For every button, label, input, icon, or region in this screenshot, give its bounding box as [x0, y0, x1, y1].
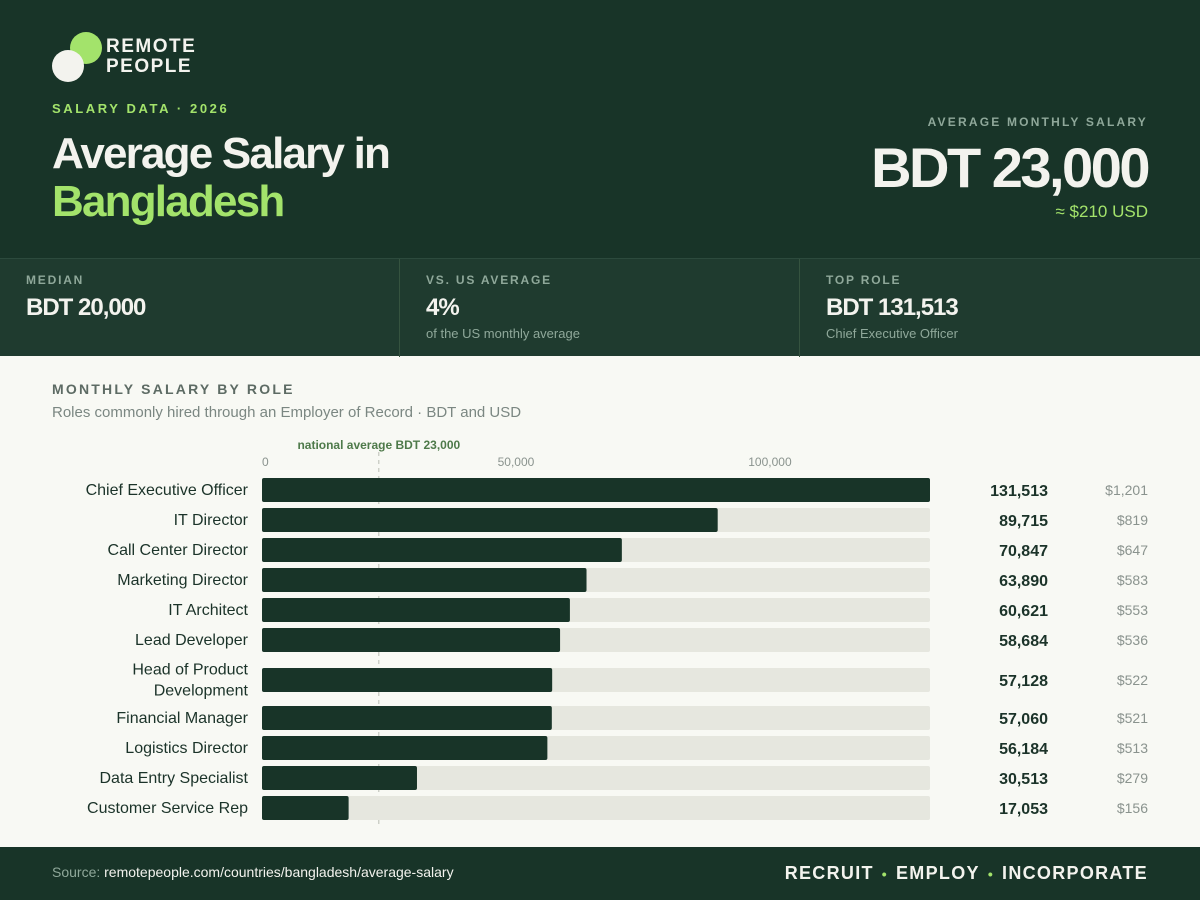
- avg-salary-usd: ≈ $210 USD: [1055, 202, 1149, 221]
- source-label: Source:: [52, 864, 101, 880]
- bar: [262, 668, 553, 692]
- bar: [262, 478, 930, 502]
- bar-track: [262, 766, 930, 790]
- reference-line-label: national average BDT 23,000: [297, 438, 460, 452]
- role-label: Development: [154, 683, 249, 700]
- source-link[interactable]: remotepeople.com/countries/bangladesh/av…: [104, 864, 454, 880]
- stat-sub: of the US monthly average: [426, 326, 580, 341]
- usd-label: $536: [1117, 632, 1148, 648]
- usd-label: $521: [1117, 710, 1148, 726]
- value-label: 89,715: [999, 513, 1048, 530]
- x-tick-label: 100,000: [748, 455, 792, 469]
- tagline-incorporate: INCORPORATE: [1002, 863, 1148, 883]
- usd-label: $1,201: [1105, 482, 1148, 498]
- role-label: Marketing Director: [117, 572, 248, 589]
- x-tick-label: 0: [262, 455, 269, 469]
- bar: [262, 706, 552, 730]
- role-label: Customer Service Rep: [87, 800, 248, 817]
- role-label: IT Director: [174, 512, 249, 529]
- tagline-dot: •: [881, 866, 888, 882]
- header: REMOTE PEOPLE SALARY DATA · 2026 Average…: [0, 0, 1200, 258]
- brand-name: REMOTE PEOPLE: [106, 37, 196, 77]
- source-line: Source: remotepeople.com/countries/bangl…: [52, 864, 454, 880]
- role-label: Lead Developer: [135, 632, 249, 649]
- logo-mark-icon: [52, 32, 102, 82]
- stat-value: BDT 20,000: [26, 294, 146, 321]
- tagline-recruit: RECRUIT: [784, 863, 874, 883]
- usd-label: $819: [1117, 512, 1148, 528]
- value-label: 70,847: [999, 543, 1048, 560]
- usd-label: $156: [1117, 800, 1148, 816]
- bar: [262, 796, 349, 820]
- value-label: 63,890: [999, 573, 1048, 590]
- tagline: RECRUIT • EMPLOY • INCORPORATE: [785, 863, 1148, 884]
- stats-strip: MEDIAN BDT 20,000 VS. US AVERAGE 4% of t…: [0, 258, 1200, 357]
- stat-value: 4%: [426, 294, 460, 321]
- stat-value: BDT 131,513: [826, 294, 959, 321]
- tagline-dot: •: [987, 866, 995, 882]
- page-title-country: Bangladesh: [52, 177, 285, 226]
- stat-top-role: TOP ROLE BDT 131,513 Chief Executive Off…: [799, 259, 1199, 357]
- page-title: Average Salary in Bangladesh: [52, 129, 391, 226]
- value-label: 60,621: [999, 603, 1048, 620]
- usd-label: $647: [1117, 542, 1148, 558]
- value-label: 17,053: [999, 801, 1048, 818]
- usd-label: $513: [1117, 740, 1148, 756]
- stat-label: MEDIAN: [26, 273, 85, 287]
- value-label: 57,128: [999, 673, 1048, 690]
- avg-salary-value: BDT 23,000: [871, 136, 1150, 199]
- role-label: Chief Executive Officer: [86, 482, 249, 499]
- role-label: IT Architect: [168, 602, 248, 619]
- page-title-line1: Average Salary in: [52, 129, 391, 178]
- footer: Source: remotepeople.com/countries/bangl…: [0, 847, 1200, 900]
- stat-vs-us: VS. US AVERAGE 4% of the US monthly aver…: [399, 259, 799, 357]
- role-label: Financial Manager: [116, 710, 248, 727]
- bar: [262, 598, 570, 622]
- bar: [262, 736, 548, 760]
- value-label: 56,184: [999, 741, 1048, 758]
- value-label: 131,513: [990, 483, 1048, 500]
- role-label: Data Entry Specialist: [99, 770, 248, 787]
- x-tick-label: 50,000: [498, 455, 535, 469]
- bar-track: [262, 796, 930, 820]
- brand-name-line1: REMOTE: [106, 36, 197, 57]
- stat-median: MEDIAN BDT 20,000: [0, 259, 400, 357]
- role-label: Call Center Director: [108, 542, 249, 559]
- avg-salary-label: AVERAGE MONTHLY SALARY: [927, 115, 1148, 129]
- bar: [262, 538, 622, 562]
- brand-logo[interactable]: REMOTE PEOPLE: [52, 32, 232, 82]
- stat-sub: Chief Executive Officer: [826, 326, 958, 341]
- value-label: 58,684: [999, 633, 1048, 650]
- usd-label: $522: [1117, 672, 1148, 688]
- tagline-employ: EMPLOY: [896, 863, 980, 883]
- usd-label: $583: [1117, 572, 1148, 588]
- bar: [262, 508, 718, 532]
- chart-title: MONTHLY SALARY BY ROLE: [52, 381, 295, 397]
- role-label: Logistics Director: [125, 740, 248, 757]
- bar: [262, 766, 417, 790]
- usd-label: $553: [1117, 602, 1148, 618]
- brand-name-line2: PEOPLE: [106, 56, 193, 77]
- bar: [262, 568, 587, 592]
- stat-label: VS. US AVERAGE: [426, 273, 552, 287]
- usd-label: $279: [1117, 770, 1148, 786]
- eyebrow: SALARY DATA · 2026: [52, 101, 230, 116]
- chart-subtitle: Roles commonly hired through an Employer…: [52, 404, 522, 421]
- role-label: Head of Product: [132, 662, 248, 679]
- salary-bar-chart: national average BDT 23,000 0 50,000 100,00…: [86, 438, 1148, 828]
- stat-label: TOP ROLE: [826, 273, 902, 287]
- value-label: 57,060: [999, 711, 1048, 728]
- value-label: 30,513: [999, 771, 1048, 788]
- bar: [262, 628, 561, 652]
- logo-circle-white: [52, 50, 84, 82]
